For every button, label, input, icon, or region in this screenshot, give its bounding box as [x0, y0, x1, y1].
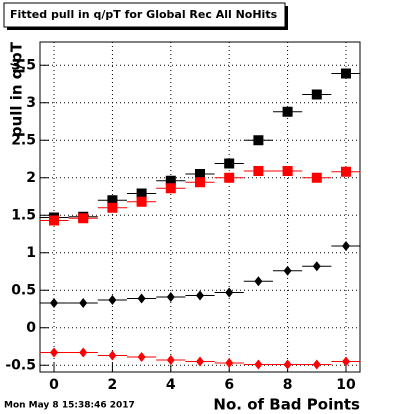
y-tick-label: 2 — [26, 170, 36, 186]
y-tick-label: 3 — [26, 95, 36, 111]
marker — [166, 355, 175, 365]
y-axis-label: pull in q/pT — [8, 41, 26, 137]
plot-frame — [39, 41, 361, 373]
marker — [196, 356, 204, 367]
x-tick-label: 6 — [224, 377, 234, 393]
marker — [225, 358, 234, 368]
marker — [78, 213, 89, 224]
title-box — [3, 2, 286, 28]
marker — [166, 292, 175, 302]
marker — [50, 298, 59, 308]
chart-title: Fitted pull in q/pT for Global Rec All N… — [10, 8, 278, 21]
marker — [311, 89, 322, 100]
x-tick-label: 8 — [283, 377, 293, 393]
marker — [254, 359, 263, 370]
x-tick-label: 4 — [166, 377, 176, 393]
marker — [136, 188, 147, 199]
marker — [224, 172, 235, 183]
marker — [340, 68, 351, 79]
y-tick-label: -0.5 — [5, 357, 36, 373]
x-tick-label: 10 — [336, 377, 356, 393]
marker — [253, 135, 264, 146]
marker — [253, 166, 264, 176]
marker — [341, 241, 350, 251]
marker — [79, 298, 88, 308]
marker — [254, 276, 263, 287]
x-tick-label: 2 — [108, 377, 118, 393]
marker — [107, 202, 118, 213]
marker — [196, 290, 204, 301]
marker — [165, 175, 176, 186]
marker — [136, 196, 147, 207]
y-tick-label: 3.5 — [11, 57, 36, 73]
marker — [137, 293, 146, 304]
y-tick-label: 1 — [26, 245, 36, 261]
marker — [49, 215, 60, 226]
x-tick-label: 0 — [49, 377, 59, 393]
marker — [312, 261, 321, 272]
marker — [282, 106, 293, 117]
y-tick-label: 1.5 — [11, 207, 36, 223]
timestamp: Mon May 8 15:38:46 2017 — [4, 401, 135, 411]
marker — [341, 356, 350, 367]
marker — [195, 177, 205, 188]
marker — [195, 169, 205, 179]
y-tick-label: 2.5 — [11, 132, 36, 148]
y-tick-label: 0 — [26, 320, 36, 336]
marker — [79, 347, 88, 358]
marker — [340, 166, 351, 177]
marker — [312, 359, 321, 370]
marker — [50, 347, 59, 358]
y-tick-label: 0.5 — [11, 282, 36, 298]
marker — [108, 350, 117, 361]
marker — [282, 166, 293, 176]
marker — [283, 265, 292, 276]
marker — [108, 295, 117, 305]
marker — [224, 158, 235, 169]
marker — [165, 183, 176, 194]
marker — [283, 359, 292, 370]
marker — [107, 195, 118, 206]
x-axis-label: No. of Bad Points — [213, 396, 360, 414]
marker — [311, 172, 322, 183]
marker — [137, 352, 146, 362]
marker — [225, 287, 234, 298]
